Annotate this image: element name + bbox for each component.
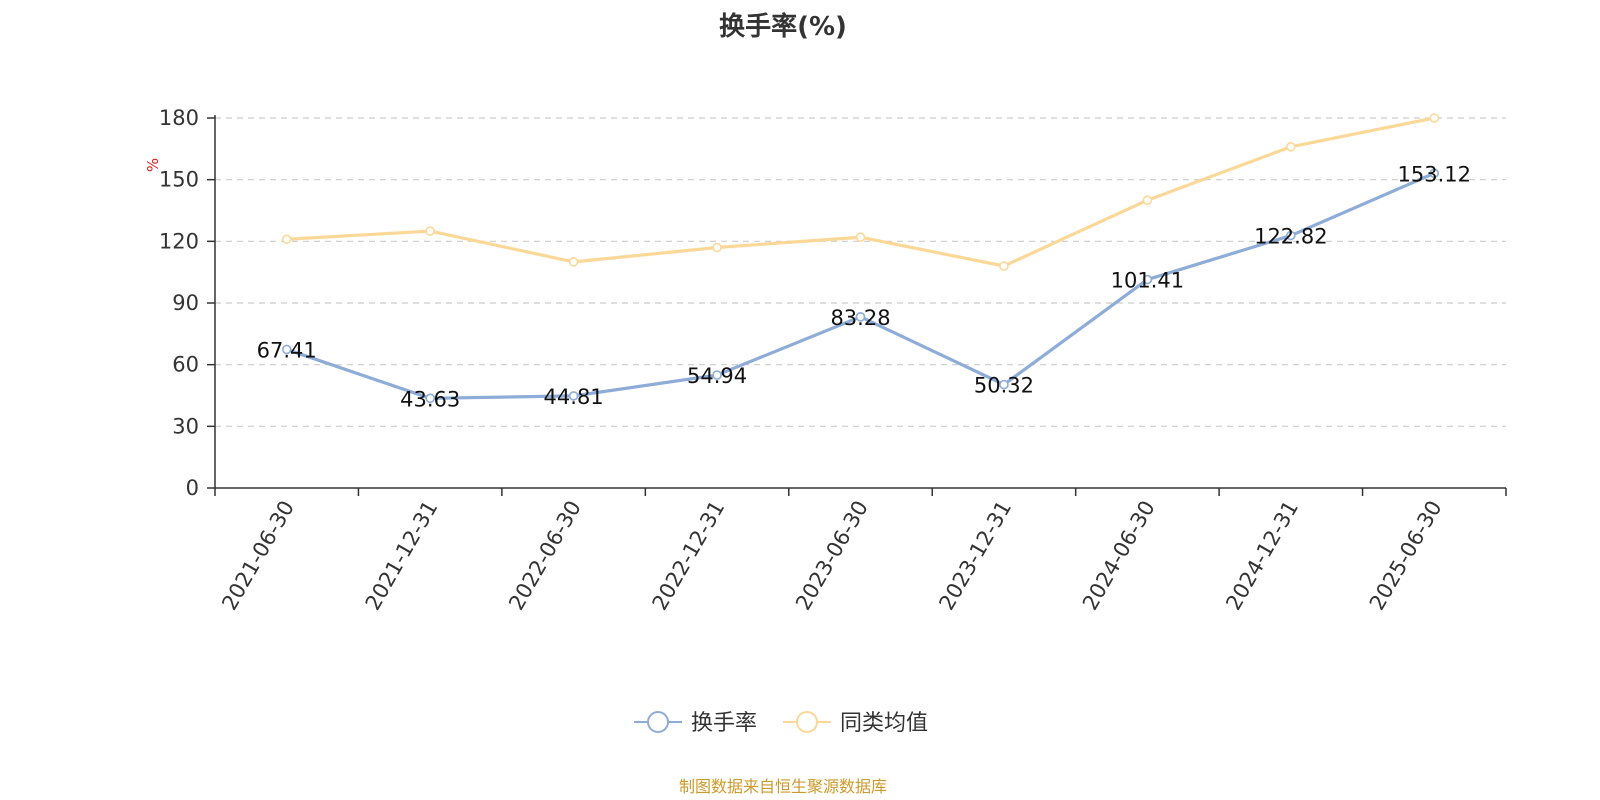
data-point-1 <box>281 234 292 245</box>
data-label: 153.12 <box>1398 162 1471 186</box>
x-tick-label: 2023-06-30 <box>791 497 873 615</box>
y-tick-label: 180 <box>159 106 199 130</box>
data-point-0 <box>425 393 435 404</box>
data-point-0 <box>712 370 722 380</box>
data-point-1 <box>1286 141 1296 152</box>
axes <box>214 115 1506 489</box>
y-axis-unit-label: % <box>144 158 162 172</box>
data-point-1 <box>999 261 1009 271</box>
data-label: 122.82 <box>1254 225 1327 249</box>
y-tick-label: 60 <box>172 353 199 377</box>
legend-item[interactable]: 同类均值 <box>783 711 928 736</box>
y-tick-label: 120 <box>159 229 199 253</box>
x-tick-label: 2025-06-30 <box>1365 497 1447 615</box>
x-tick-label: 2021-06-30 <box>217 497 299 615</box>
legend-label: 换手率 <box>691 711 757 736</box>
data-point-0 <box>1286 230 1296 241</box>
data-label: 54.94 <box>687 364 747 388</box>
y-axis-ticks: 0 30 60 90 120 150 180 <box>159 106 215 500</box>
data-point-1 <box>712 242 722 253</box>
data-point-1 <box>425 226 435 236</box>
x-tick-label: 2022-12-31 <box>648 497 730 615</box>
data-point-0 <box>1429 168 1440 179</box>
data-point-0 <box>568 391 579 401</box>
x-axis-ticks: 2021-06-30 2021-12-31 2022-06-30 2022-12-31… <box>214 488 1507 615</box>
data-point-0 <box>281 344 292 355</box>
data-point-1 <box>1142 195 1153 206</box>
y-tick-label: 30 <box>172 414 199 438</box>
series-group <box>281 113 1440 404</box>
x-tick-label: 2021-12-31 <box>361 497 443 615</box>
data-label: 50.32 <box>974 374 1034 398</box>
data-point-0 <box>999 379 1009 390</box>
legend-label: 同类均值 <box>840 711 928 736</box>
y-tick-label: 90 <box>172 291 199 315</box>
legend: 换手率 同类均值 <box>634 711 928 736</box>
chart-title: 换手率(%) <box>719 12 847 42</box>
legend-marker <box>647 711 669 733</box>
data-point-1 <box>568 257 579 267</box>
data-label: 83.28 <box>830 306 890 330</box>
data-point-1 <box>855 232 866 243</box>
x-tick-label: 2024-12-31 <box>1221 497 1303 615</box>
legend-item[interactable]: 换手率 <box>634 711 757 736</box>
legend-marker <box>796 711 818 733</box>
x-tick-label: 2024-06-30 <box>1078 497 1160 615</box>
source-note: 制图数据来自恒生聚源数据库 <box>678 777 887 796</box>
x-tick-label: 2022-06-30 <box>504 497 586 615</box>
y-tick-label: 0 <box>186 476 199 500</box>
grid-lines <box>215 117 1506 427</box>
data-point-0 <box>855 312 866 322</box>
data-labels: 67.41 43.63 44.81 54.94 83.28 50.32 101.41 122.… <box>257 162 1471 411</box>
y-tick-label: 150 <box>159 168 199 192</box>
data-label: 44.81 <box>544 385 604 409</box>
data-point-1 <box>1429 113 1440 123</box>
data-label: 67.41 <box>257 338 317 362</box>
data-label: 43.63 <box>400 387 460 411</box>
x-tick-label: 2023-12-31 <box>934 497 1016 615</box>
data-point-0 <box>1142 274 1153 285</box>
data-label: 101.41 <box>1111 269 1184 293</box>
